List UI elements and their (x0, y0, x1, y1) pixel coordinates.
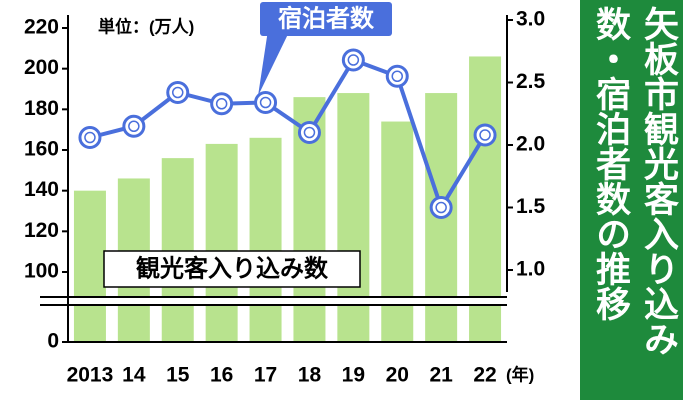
bar (469, 56, 502, 342)
line-marker-inner (391, 70, 403, 82)
series-label: 宿泊者数 (278, 4, 375, 32)
title-panel: 矢板市観光客入り込み数・宿泊者数の推移 (580, 0, 683, 400)
x-tick-label: 21 (429, 364, 453, 387)
series-label: 観光客入り込み数 (136, 254, 329, 282)
bar (249, 137, 282, 342)
y-tick-label: 220 (24, 16, 59, 39)
x-tick-label: 19 (342, 364, 365, 387)
y-tick-label: 200 (24, 56, 59, 79)
y-tick-label: 0 (47, 330, 59, 353)
line-marker-inner (259, 96, 272, 109)
series-label-box (103, 250, 361, 288)
y-tick-label: 120 (24, 219, 59, 242)
y-tick-label: 160 (24, 138, 59, 161)
x-unit: (年) (506, 364, 534, 384)
bar (161, 158, 194, 342)
x-tick-label: 22 (473, 364, 496, 387)
line-marker-inner (479, 129, 491, 141)
line-marker-inner (347, 54, 360, 66)
x-tick-label: 16 (210, 364, 233, 387)
x-tick-label: 2013 (67, 364, 114, 387)
y-tick-label: 100 (24, 260, 59, 283)
y2-tick-label: 2.5 (516, 70, 546, 93)
bar (73, 190, 106, 342)
chart: 単位：(万人) 0 100 120 140 160 180 200 220 1.0 1.5 2.0 2… (24, 2, 546, 387)
y2-tick-label: 1.0 (516, 258, 545, 281)
y2-tick-label: 1.5 (516, 195, 546, 218)
line-marker-inner (128, 120, 140, 132)
x-tick-label: 20 (386, 364, 409, 387)
unit-label: 単位：(万人) (98, 16, 194, 36)
series-label-box (260, 2, 392, 36)
line-marker-inner (215, 98, 228, 110)
y-tick-label: 140 (24, 178, 59, 201)
line-marker-inner (172, 86, 184, 99)
x-tick-label: 15 (166, 364, 190, 387)
line-marker-inner (435, 201, 447, 214)
bar (381, 121, 414, 343)
line-marker-inner (84, 131, 96, 144)
line-marker-inner (303, 126, 316, 139)
y2-tick-label: 2.0 (516, 133, 545, 156)
x-tick-label: 14 (122, 364, 146, 387)
bar (205, 143, 238, 342)
axis-break (40, 297, 507, 305)
line (89, 57, 487, 213)
chart-title: 矢板市観光客入り込み数・宿泊者数の推移 (590, 6, 678, 356)
x-tick-label: 18 (298, 364, 322, 387)
y-tick-label: 180 (24, 97, 59, 120)
y2-tick-label: 3.0 (516, 8, 545, 31)
x-tick-label: 17 (254, 364, 277, 387)
callout (258, 30, 290, 96)
